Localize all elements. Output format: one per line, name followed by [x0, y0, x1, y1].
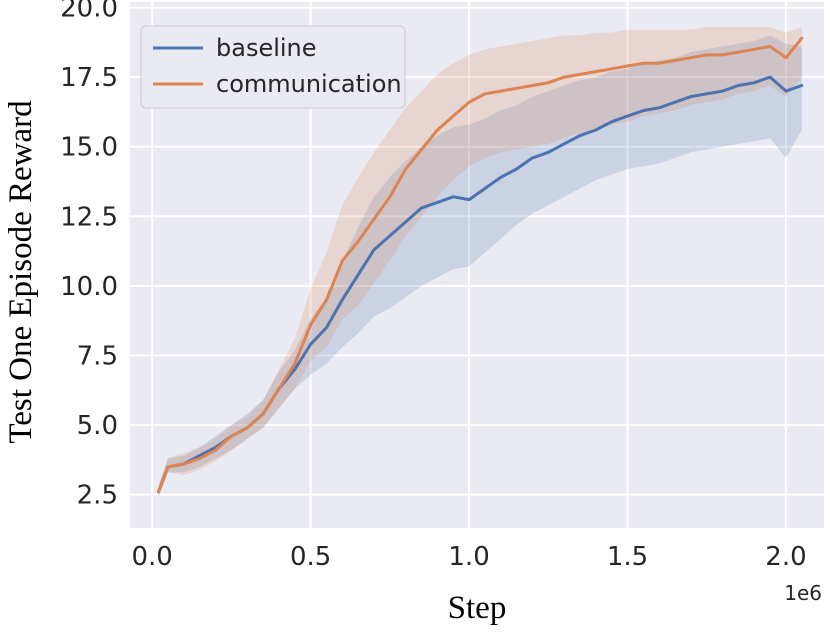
legend-label-communication: communication [216, 70, 402, 98]
tick-labels: 0.0 0.5 1.0 1.5 2.0 2.5 5.0 7.5 10.0 12.5 15.0 17.5… [60, 0, 807, 572]
confidence-band-communication [158, 27, 802, 498]
x-axis-offset-label: 1e6 [784, 581, 822, 605]
y-tick-label: 2.5 [77, 481, 118, 511]
series-lines [157, 36, 804, 494]
x-tick-label: 1.0 [448, 542, 489, 572]
y-tick-label: 10.0 [60, 272, 118, 302]
x-axis-label: Step [448, 590, 507, 626]
confidence-bands [158, 27, 802, 498]
y-tick-label: 20.0 [60, 0, 118, 24]
x-tick-label: 0.5 [290, 542, 331, 572]
y-tick-label: 7.5 [77, 341, 118, 371]
y-tick-label: 17.5 [60, 63, 118, 93]
x-tick-label: 0.0 [132, 542, 173, 572]
y-axis-label: Test One Episode Reward [3, 100, 39, 444]
legend-box [140, 25, 406, 109]
x-tick-label: 2.0 [765, 542, 806, 572]
series-line-communication [157, 36, 804, 494]
x-tick-label: 1.5 [607, 542, 648, 572]
y-tick-label: 15.0 [60, 133, 118, 163]
y-tick-label: 5.0 [77, 411, 118, 441]
confidence-band-baseline [158, 35, 802, 498]
y-tick-label: 12.5 [60, 202, 118, 232]
legend-label-baseline: baseline [216, 34, 317, 62]
grid [130, 2, 824, 528]
legend: baseline communication [140, 25, 406, 109]
